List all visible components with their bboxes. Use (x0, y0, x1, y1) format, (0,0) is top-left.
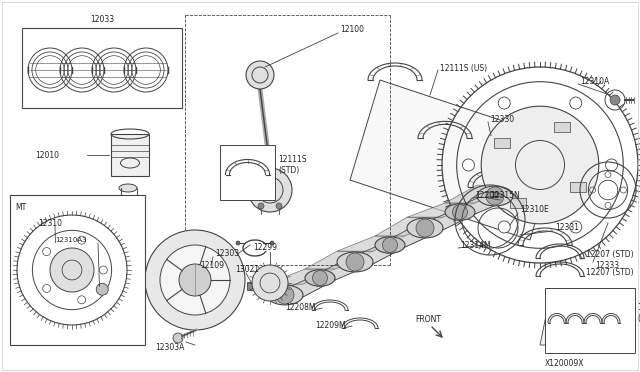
Circle shape (179, 264, 211, 296)
Circle shape (77, 236, 86, 244)
Bar (570, 182, 586, 192)
Circle shape (570, 221, 582, 233)
Circle shape (346, 253, 364, 271)
Text: 12111S: 12111S (278, 155, 307, 164)
Ellipse shape (407, 218, 443, 238)
Bar (22, 28, 182, 108)
Circle shape (486, 187, 504, 205)
Polygon shape (305, 251, 373, 269)
Text: MT: MT (15, 202, 26, 212)
Circle shape (96, 283, 108, 295)
Polygon shape (375, 230, 443, 247)
Circle shape (50, 248, 94, 292)
Circle shape (160, 245, 230, 315)
Ellipse shape (445, 204, 475, 220)
Text: 12100: 12100 (340, 26, 364, 35)
Polygon shape (445, 198, 513, 214)
Text: 12033: 12033 (90, 16, 114, 25)
Text: (STD): (STD) (278, 166, 300, 174)
Circle shape (605, 159, 618, 171)
Circle shape (236, 241, 240, 245)
Text: 12331: 12331 (555, 224, 579, 232)
Polygon shape (305, 264, 373, 280)
Ellipse shape (267, 285, 303, 305)
Circle shape (498, 97, 510, 109)
Ellipse shape (477, 186, 513, 206)
Polygon shape (407, 203, 475, 217)
Polygon shape (267, 280, 335, 297)
Bar (10, 195, 145, 345)
Text: 12109: 12109 (200, 260, 224, 269)
Text: 12310A: 12310A (580, 77, 609, 87)
Bar (545, 288, 635, 353)
Circle shape (416, 219, 434, 237)
Ellipse shape (305, 270, 335, 286)
Polygon shape (337, 247, 405, 264)
Bar (220, 145, 275, 200)
Circle shape (246, 61, 274, 89)
Circle shape (452, 205, 467, 219)
Circle shape (383, 237, 397, 253)
Circle shape (481, 106, 599, 224)
Text: 12208M: 12208M (285, 302, 316, 311)
Text: 12315N: 12315N (490, 190, 520, 199)
Text: 12310A3: 12310A3 (55, 237, 86, 243)
Circle shape (258, 203, 264, 209)
Ellipse shape (375, 237, 405, 253)
Text: 12207 (STD): 12207 (STD) (586, 267, 634, 276)
Circle shape (77, 296, 86, 304)
Text: X120009X: X120009X (545, 359, 584, 368)
Circle shape (43, 248, 51, 256)
Text: 12111S (US): 12111S (US) (440, 64, 487, 73)
Text: 12200: 12200 (475, 190, 499, 199)
Bar (247, 282, 263, 290)
Text: 12299: 12299 (253, 244, 277, 253)
Circle shape (312, 270, 328, 285)
Polygon shape (337, 236, 405, 251)
Text: 12207S: 12207S (637, 304, 640, 312)
Polygon shape (375, 217, 443, 236)
Circle shape (43, 285, 51, 292)
Bar (510, 198, 526, 208)
Polygon shape (350, 80, 560, 240)
Text: 12209M: 12209M (315, 321, 346, 330)
Text: (US): (US) (637, 314, 640, 323)
Text: 12330: 12330 (490, 115, 514, 125)
Polygon shape (267, 269, 335, 284)
Text: 12010: 12010 (35, 151, 59, 160)
Circle shape (145, 230, 245, 330)
Circle shape (610, 95, 620, 105)
Circle shape (252, 265, 288, 301)
Bar (111, 134, 149, 176)
Text: 13021: 13021 (235, 266, 259, 275)
Text: 12314M: 12314M (460, 241, 491, 250)
Text: FRONT: FRONT (415, 315, 441, 324)
Circle shape (99, 266, 108, 274)
Bar (554, 122, 570, 132)
Text: 12333: 12333 (595, 260, 619, 269)
Circle shape (276, 286, 294, 304)
Circle shape (270, 241, 274, 245)
Ellipse shape (119, 184, 137, 192)
Polygon shape (407, 214, 475, 230)
Text: 12310E: 12310E (520, 205, 548, 215)
Bar (494, 138, 510, 148)
Circle shape (463, 159, 474, 171)
Polygon shape (445, 185, 513, 203)
Text: 12303: 12303 (215, 250, 239, 259)
Circle shape (498, 221, 510, 233)
Circle shape (173, 333, 183, 343)
Polygon shape (540, 296, 630, 345)
Circle shape (570, 97, 582, 109)
Circle shape (276, 203, 282, 209)
Text: 12303A: 12303A (155, 343, 184, 353)
Text: 12310: 12310 (38, 218, 62, 228)
Text: 12207 (STD): 12207 (STD) (586, 250, 634, 259)
Circle shape (248, 168, 292, 212)
Ellipse shape (337, 252, 373, 272)
